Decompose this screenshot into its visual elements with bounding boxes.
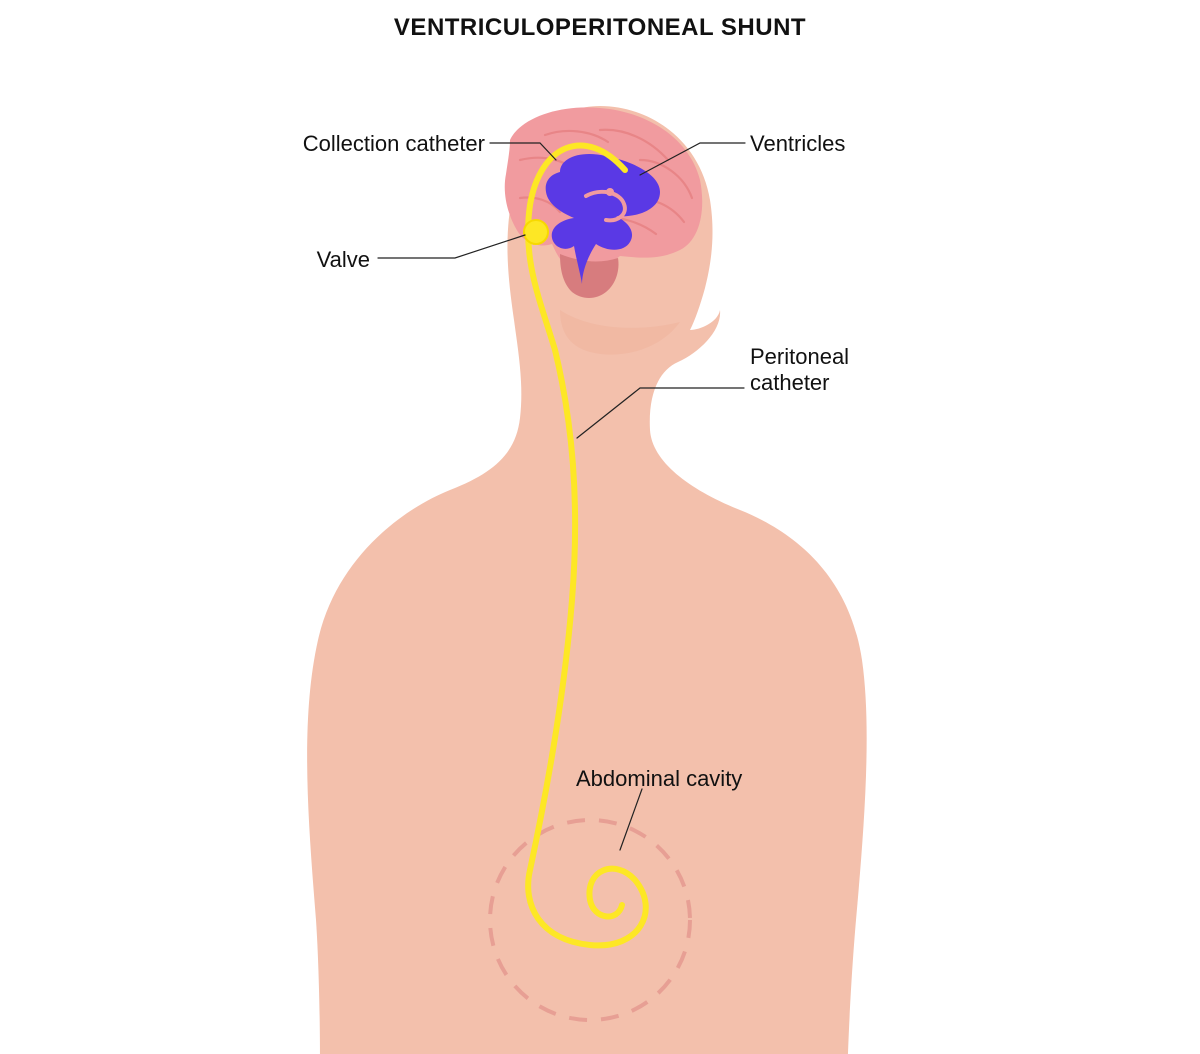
label-collection-catheter: Collection catheter [303,131,485,156]
diagram-svg [0,0,1200,1054]
label-peritoneal-catheter: Peritonealcatheter [750,344,849,395]
valve [524,220,548,244]
label-abdominal-cavity: Abdominal cavity [576,766,742,791]
label-valve: Valve [317,247,370,272]
diagram-stage: VENTRICULOPERITONEAL SHUNT Collection ca… [0,0,1200,1054]
ventricles-eye [606,188,614,196]
label-ventricles: Ventricles [750,131,845,156]
